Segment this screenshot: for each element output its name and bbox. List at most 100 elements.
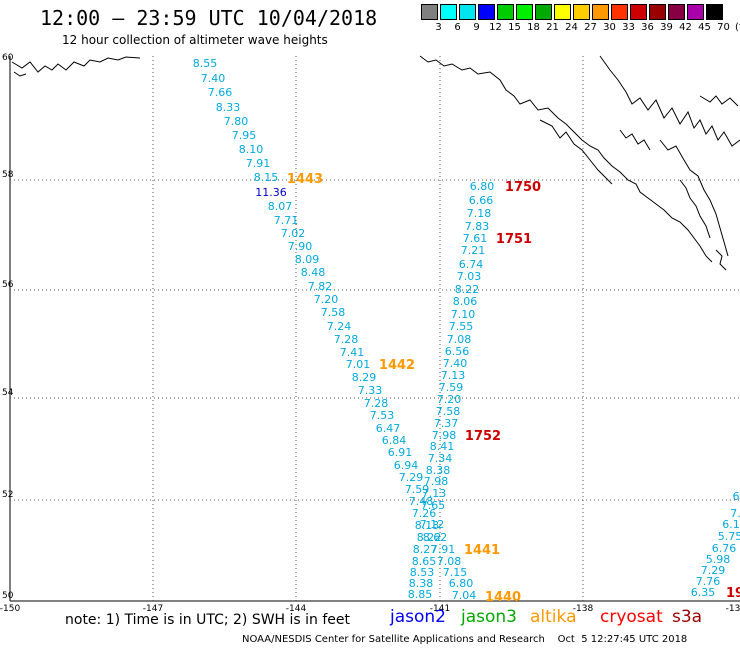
lat-label: 54 — [2, 388, 14, 398]
lon-label: -13 — [726, 604, 740, 614]
scale-label: 70 — [717, 22, 730, 33]
scale-swatch — [668, 4, 685, 20]
wave-height-value: 7.20 — [437, 393, 462, 406]
wave-height-value: 7.26 — [412, 507, 437, 520]
scale-label: 9 — [473, 22, 480, 33]
wave-height-value: 7.59 — [405, 483, 430, 496]
wave-height-value: 7.08 — [437, 555, 462, 568]
wave-height-value: 6.66 — [469, 194, 494, 207]
wave-height-value: 11.36 — [255, 186, 287, 199]
satellite-jason3: jason3 — [461, 607, 517, 627]
wave-height-value: 8.41 — [430, 440, 455, 453]
wave-height-value: 7.10 — [451, 308, 476, 321]
wave-height-value: 8.38 — [409, 577, 434, 590]
wave-height-value: 7.65 — [421, 499, 446, 512]
scale-label: 12 — [489, 22, 502, 33]
wave-height-value: 8.33 — [216, 101, 241, 114]
satellite-s3a: s3a — [672, 607, 703, 627]
wave-height-value: 7.04 — [452, 589, 477, 602]
scale-label: 42 — [679, 22, 692, 33]
scale-label: 18 — [527, 22, 540, 33]
scale-swatch — [440, 4, 457, 20]
scale-swatch — [649, 4, 666, 20]
scale-label: 27 — [584, 22, 597, 33]
wave-height-value: 7.37 — [434, 417, 459, 430]
lat-label: 50 — [2, 591, 14, 601]
lon-label: -147 — [143, 604, 163, 614]
wave-height-value: 7.76 — [696, 575, 721, 588]
wave-height-value: 7.02 — [281, 227, 306, 240]
scale-label: (ft) — [734, 22, 740, 33]
wave-height-value: 6.35 — [691, 586, 716, 599]
wave-height-value: 7.58 — [321, 306, 346, 319]
wave-height-value: 7.03 — [457, 270, 482, 283]
scale-label: 30 — [603, 22, 616, 33]
satellite-altika: altika — [530, 607, 577, 627]
scale-swatch — [573, 4, 590, 20]
wave-height-value: 7.48 — [409, 495, 434, 508]
wave-height-value: 7.28 — [334, 333, 359, 346]
scale-label: 33 — [622, 22, 635, 33]
wave-height-value: 8.53 — [410, 566, 435, 579]
wave-height-value: 7.40 — [443, 357, 468, 370]
wave-height-value: 7.12 — [420, 518, 445, 531]
wave-height-value: 6.76 — [712, 542, 737, 555]
time-label: 1752 — [465, 429, 501, 444]
time-label: 1751 — [496, 232, 532, 247]
scale-swatch — [497, 4, 514, 20]
wave-height-value: 7.55 — [449, 320, 474, 333]
wave-height-value: 7.21 — [461, 244, 486, 257]
wave-height-value: 7.53 — [370, 409, 395, 422]
lat-label: 52 — [2, 490, 13, 500]
lon-label: -144 — [286, 604, 307, 614]
satellite-jason2: jason2 — [390, 607, 446, 627]
wave-height-value: 8.15 — [254, 171, 279, 184]
wave-height-value: 6.80 — [470, 180, 495, 193]
wave-height-value: 8.07 — [268, 200, 293, 213]
scale-swatch — [478, 4, 495, 20]
wave-height-value: 7.91 — [431, 543, 456, 556]
wave-height-value: 6 — [733, 490, 740, 503]
wave-height-value: 7.24 — [327, 320, 352, 333]
wave-height-value: 7.82 — [308, 280, 333, 293]
wave-height-value: 7.90 — [288, 240, 313, 253]
scale-swatch — [554, 4, 571, 20]
map-subtitle: 12 hour collection of altimeter wave hei… — [62, 33, 328, 47]
wave-height-value: 7.98 — [432, 429, 457, 442]
wave-height-value: 6.74 — [459, 258, 484, 271]
lon-label: -138 — [573, 604, 594, 614]
scale-swatch — [706, 4, 723, 20]
wave-height-value: 7.83 — [465, 220, 490, 233]
wave-height-value: 8.62 — [423, 531, 448, 544]
lat-label: 60 — [2, 53, 14, 63]
wave-height-value: 7.18 — [467, 207, 492, 220]
scale-swatch — [592, 4, 609, 20]
time-labels: 1443 1750 1751 1442 1752 1441 1440 19 — [287, 172, 740, 605]
scale-swatch — [459, 4, 476, 20]
lat-label: 58 — [2, 170, 14, 180]
scale-label: 15 — [508, 22, 521, 33]
scale-swatch — [630, 4, 647, 20]
wave-height-value: 7.34 — [428, 452, 453, 465]
satellite-cryosat: cryosat — [600, 607, 663, 627]
wave-height-value: 8.38 — [426, 464, 451, 477]
axis-labels: 60 58 56 54 52 50 -150 -147 -144 -141 -138 -13 — [0, 53, 740, 614]
time-label: 1440 — [485, 590, 521, 605]
wave-height-value: 7.13 — [441, 369, 466, 382]
wave-height-value: 7.61 — [463, 232, 488, 245]
wave-height-value: 8.85 — [408, 588, 433, 601]
scale-label: 6 — [454, 22, 461, 33]
scale-label: 21 — [546, 22, 559, 33]
wave-height-value: 7.08 — [447, 333, 472, 346]
altimeter-tracks: 8.557.407.668.337.807.958.107.918.158.07… — [193, 57, 740, 602]
lon-label: -141 — [430, 604, 450, 614]
scale-label: 36 — [641, 22, 654, 33]
wave-height-value: 7.40 — [201, 72, 226, 85]
scale-swatch — [421, 4, 438, 20]
scale-label: 24 — [565, 22, 578, 33]
wave-height-value: 8.55 — [193, 57, 218, 70]
scale-swatch — [687, 4, 704, 20]
time-label: 1441 — [464, 543, 500, 558]
wave-height-value: 7.15 — [443, 566, 468, 579]
lon-label: -150 — [0, 604, 20, 614]
